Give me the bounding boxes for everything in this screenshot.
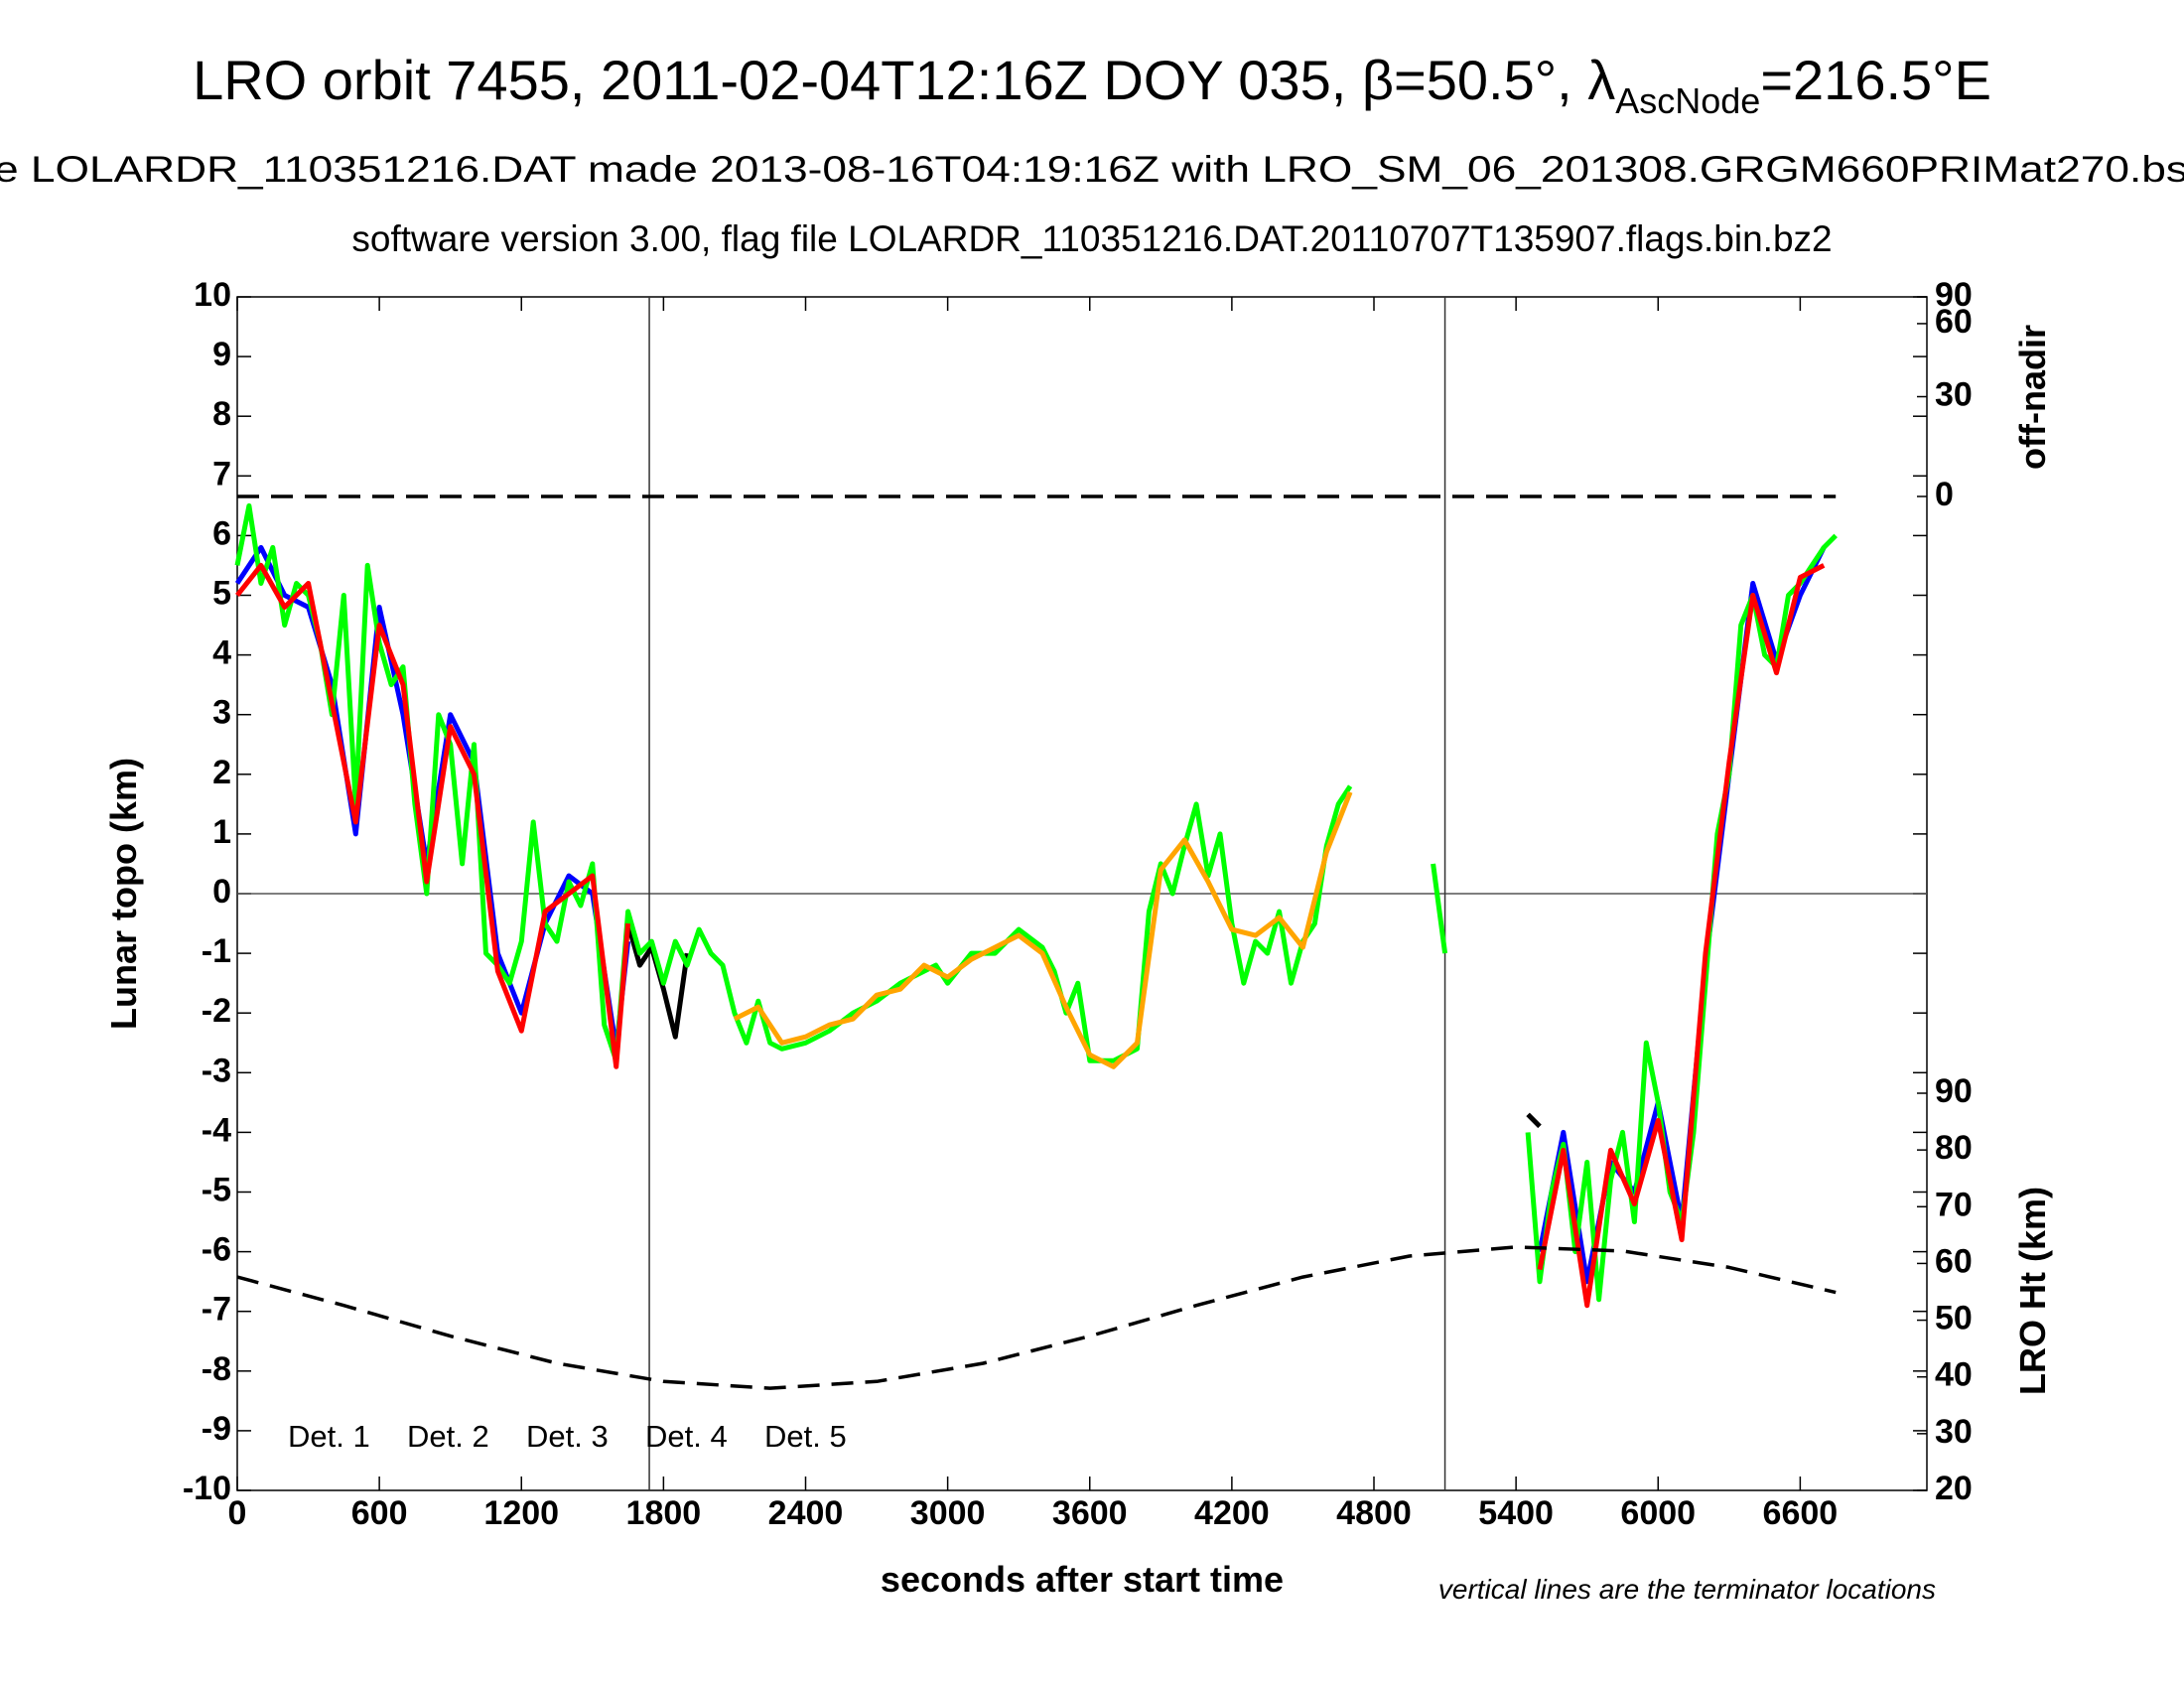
y-tick-label: -3 <box>202 1052 231 1089</box>
y3-tick-label: 40 <box>1935 1356 1973 1394</box>
title-end: =216.5°E <box>1760 49 1991 111</box>
x-tick-label: 1200 <box>483 1494 559 1532</box>
detector-trace <box>235 562 1826 1309</box>
y3-axis-label: LRO Ht (km) <box>2012 1187 2053 1395</box>
y-tick-label: -2 <box>202 992 231 1030</box>
y-axis-label: Lunar topo (km) <box>103 758 144 1030</box>
x-tick-label: 4200 <box>1194 1494 1270 1532</box>
y-tick-label: -6 <box>202 1231 231 1269</box>
x-tick-label: 1800 <box>626 1494 702 1532</box>
x-tick-label: 3000 <box>910 1494 986 1532</box>
title-subscript: AscNode <box>1615 80 1760 121</box>
chart-title: LRO orbit 7455, 2011-02-04T12:16Z DOY 03… <box>193 49 1991 121</box>
y-tick-label: 1 <box>212 813 231 851</box>
y3-tick-label: 30 <box>1935 1413 1973 1451</box>
y-tick-label: 0 <box>212 873 231 911</box>
x-tick-label: 0 <box>228 1494 247 1532</box>
y2-axis-label: off-nadir <box>2012 325 2053 470</box>
y-tick-label: -5 <box>202 1171 231 1208</box>
detector-trace <box>733 790 1353 1069</box>
title-main: LRO orbit 7455, 2011-02-04T12:16Z DOY 03… <box>193 49 1615 111</box>
y-tick-label: 10 <box>194 276 231 314</box>
y-tick-label: -1 <box>202 932 231 970</box>
y-tick-label: -10 <box>183 1470 231 1507</box>
x-tick-label: 6000 <box>1620 1494 1696 1532</box>
y-tick-label: -9 <box>202 1410 231 1448</box>
y2-tick-label: 90 <box>1935 276 1973 314</box>
y3-tick-label: 70 <box>1935 1186 1973 1223</box>
y3-tick-label: 90 <box>1935 1072 1973 1110</box>
y-tick-label: 9 <box>212 336 231 373</box>
y-tick-label: 5 <box>212 574 231 612</box>
legend-entry: Det. 3 <box>526 1419 609 1454</box>
y3-tick-label: 80 <box>1935 1129 1973 1167</box>
y-tick-label: 3 <box>212 694 231 732</box>
x-tick-label: 3600 <box>1052 1494 1128 1532</box>
legend-entry: Det. 5 <box>764 1419 847 1454</box>
y-tick-label: -4 <box>202 1111 231 1149</box>
x-axis-label: seconds after start time <box>881 1559 1284 1600</box>
y-tick-label: -8 <box>202 1350 231 1388</box>
x-tick-label: 4800 <box>1336 1494 1412 1532</box>
y3-tick-label: 60 <box>1935 1242 1973 1280</box>
reference-line <box>236 1245 1837 1390</box>
y2-tick-label: 30 <box>1935 375 1973 413</box>
x-tick-label: 600 <box>351 1494 408 1532</box>
y3-tick-label: 20 <box>1935 1470 1973 1507</box>
legend-entry: Det. 2 <box>407 1419 489 1454</box>
y3-tick-label: 50 <box>1935 1300 1973 1337</box>
y-tick-label: 7 <box>212 455 231 492</box>
note: vertical lines are the terminator locati… <box>1438 1574 1936 1605</box>
y-tick-label: -7 <box>202 1291 231 1329</box>
subtitle-2: software version 3.00, flag file LOLARDR… <box>351 218 1832 259</box>
y-tick-label: 4 <box>212 634 231 672</box>
x-tick-label: 5400 <box>1478 1494 1554 1532</box>
legend-entry: Det. 1 <box>288 1419 370 1454</box>
legend-entry: Det. 4 <box>645 1419 728 1454</box>
detector-trace <box>234 502 1838 1303</box>
y-tick-label: 2 <box>212 754 231 791</box>
y2-tick-label: 60 <box>1935 303 1973 341</box>
x-tick-label: 2400 <box>768 1494 844 1532</box>
y-tick-label: 6 <box>212 514 231 552</box>
subtitle: e LOLARDR_110351216.DAT made 2013-08-16T… <box>0 149 2184 190</box>
y2-tick-label: 0 <box>1935 476 1954 513</box>
x-tick-label: 6600 <box>1763 1494 1839 1532</box>
y-tick-label: 8 <box>212 395 231 433</box>
